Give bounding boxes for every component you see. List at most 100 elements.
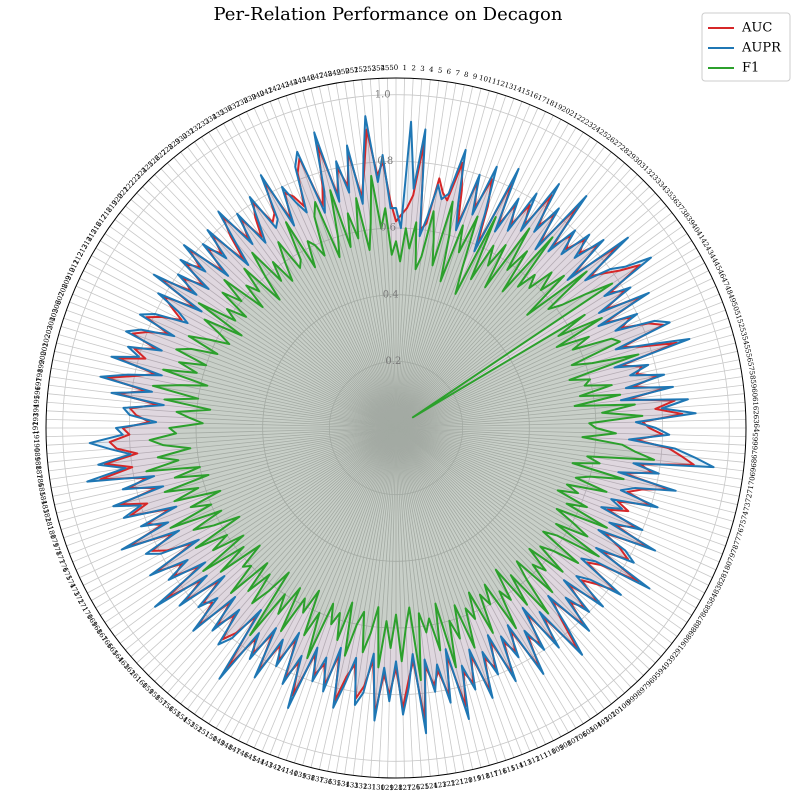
category-label: 45 (712, 260, 723, 272)
spoke (395, 127, 577, 429)
spoke (154, 174, 397, 429)
spoke (387, 427, 397, 778)
spoke (395, 141, 598, 429)
spoke (245, 427, 397, 745)
spoke (395, 240, 692, 429)
category-label: 194 (32, 403, 41, 417)
spoke (395, 427, 740, 497)
category-label: 197 (34, 377, 44, 391)
category-label: 23 (583, 118, 595, 130)
spoke (66, 427, 397, 547)
spoke (395, 427, 746, 446)
category-label: 252 (354, 65, 368, 74)
category-label: 22 (575, 113, 587, 124)
spoke (395, 83, 457, 429)
spoke (395, 427, 612, 705)
spoke (395, 119, 562, 429)
category-label: 50 (730, 301, 741, 312)
spoke (395, 427, 507, 761)
category-label: 65 (752, 432, 760, 441)
spoke (395, 270, 709, 429)
spoke (104, 427, 397, 623)
spoke (395, 427, 539, 749)
spoke (395, 90, 490, 429)
spoke (395, 367, 741, 429)
category-label: 1 (403, 64, 408, 72)
category-label: 4 (429, 66, 435, 74)
spoke (395, 427, 673, 644)
spoke (395, 162, 625, 429)
category-label: 253 (363, 64, 377, 73)
spoke (72, 293, 397, 429)
spoke (395, 427, 729, 539)
outer-frame (45, 77, 747, 779)
category-label: 57 (746, 361, 755, 371)
category-label: 33 (651, 174, 663, 186)
category-label: 39 (684, 215, 696, 227)
spoke (46, 427, 397, 437)
category-label: 29 (625, 149, 637, 161)
spoke (253, 107, 397, 429)
category-label: 193 (32, 412, 40, 426)
spoke (194, 141, 397, 429)
spoke (395, 427, 474, 770)
category-label: 245 (292, 75, 307, 86)
spoke (208, 427, 397, 724)
series-line (145, 174, 656, 682)
spoke (109, 427, 397, 630)
spoke (148, 427, 397, 676)
spoke (395, 427, 746, 437)
spoke (269, 101, 397, 429)
category-label: 79 (727, 552, 738, 563)
category-label: 48 (723, 285, 734, 296)
category-label: 250 (336, 67, 350, 77)
spoke (63, 427, 397, 539)
category-label: 63 (752, 415, 760, 424)
category-label: 58 (747, 370, 756, 380)
spoke (395, 293, 720, 429)
category-label: 180 (46, 525, 58, 540)
category-label: 87 (694, 615, 706, 627)
category-label: 99 (625, 695, 637, 707)
category-label: 192 (32, 421, 40, 434)
category-label: 251 (345, 66, 359, 76)
category-label: 179 (48, 533, 60, 548)
spoke (302, 427, 397, 766)
r-tick-label: 1.0 (375, 89, 391, 100)
spoke (344, 81, 397, 429)
spoke (395, 427, 490, 766)
category-label: 5 (437, 66, 442, 74)
category-label: 47 (720, 276, 731, 287)
spoke (49, 376, 397, 429)
category-label: 73 (742, 502, 752, 512)
spoke (395, 427, 745, 463)
category-label: 56 (744, 353, 754, 364)
spoke (167, 427, 397, 694)
category-label: 3 (420, 65, 425, 73)
spoke (52, 427, 397, 497)
category-label: 55 (742, 344, 752, 354)
category-label: 32 (645, 167, 657, 179)
category-label: 90 (679, 636, 691, 648)
spoke (79, 427, 397, 579)
category-label: 201 (39, 342, 50, 357)
spoke (142, 186, 397, 429)
category-label: 125 (416, 783, 430, 792)
spoke (395, 427, 457, 773)
category-label: 28 (618, 144, 630, 156)
spoke (335, 427, 397, 773)
spoke (83, 270, 397, 429)
category-label: 203 (43, 324, 54, 339)
chart-title: Per-Relation Performance on Decagon (214, 4, 563, 25)
category-label: 205 (48, 307, 60, 322)
category-label: 60 (750, 388, 759, 398)
grid-circle (62, 94, 730, 762)
category-label: 27 (612, 138, 624, 150)
spoke (69, 427, 397, 555)
spoke (261, 427, 397, 752)
category-label: 66 (751, 440, 759, 450)
category-label: 118 (476, 772, 491, 783)
category-label: 53 (738, 327, 748, 338)
spoke (46, 427, 397, 446)
grid-circle (328, 360, 464, 496)
